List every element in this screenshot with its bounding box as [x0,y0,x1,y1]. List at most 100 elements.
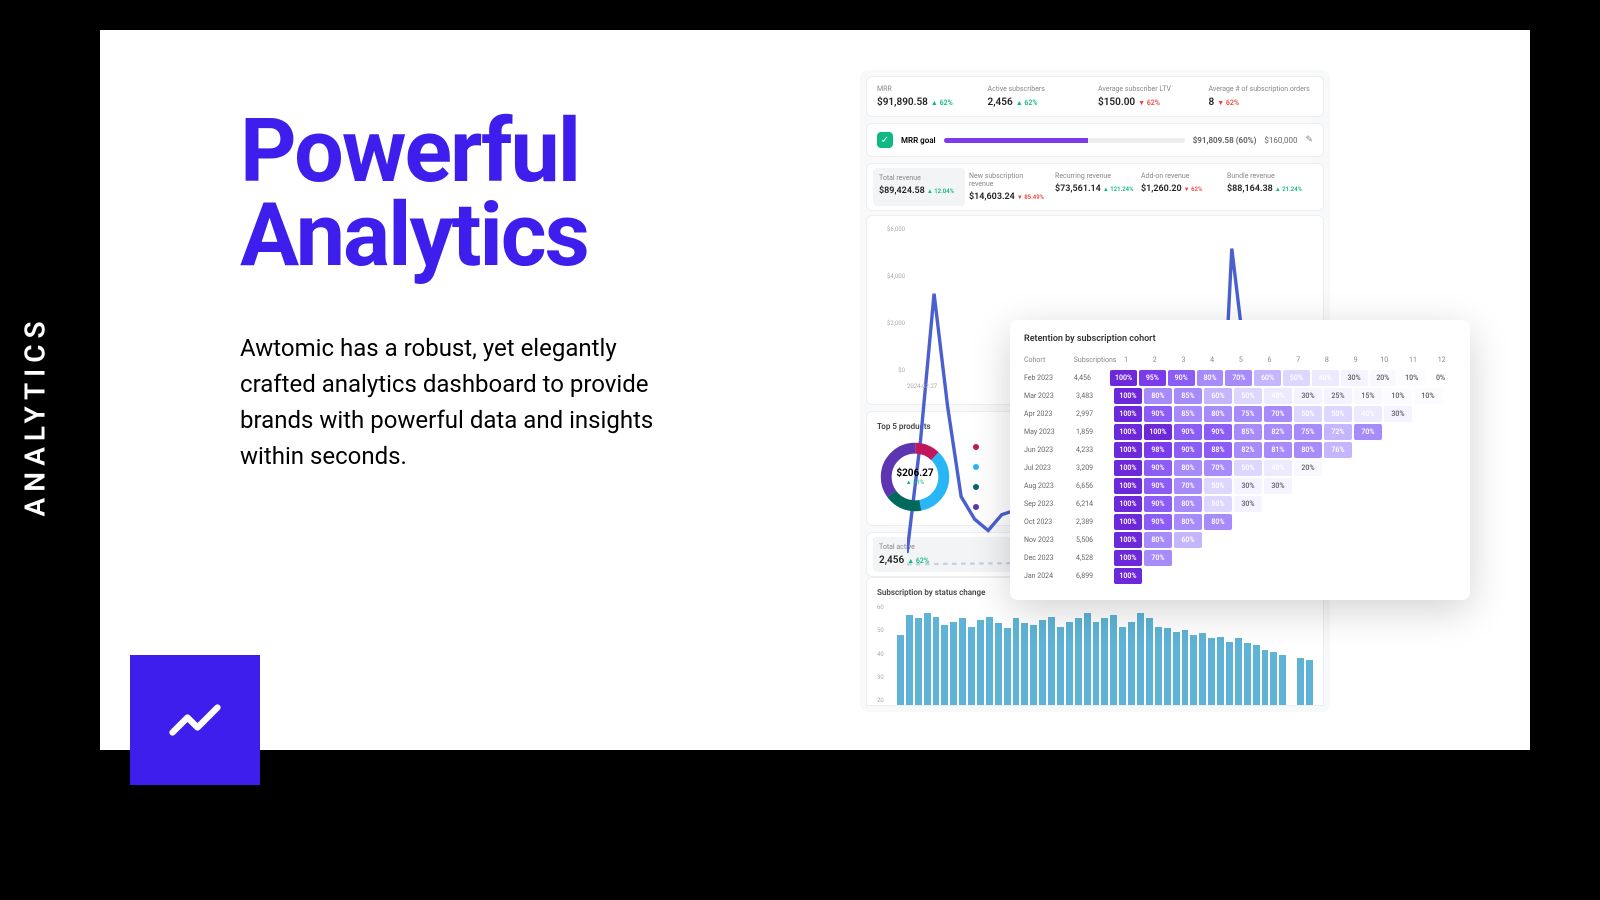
cohort-cell: 90% [1168,370,1195,386]
edit-icon[interactable]: ✎ [1305,135,1313,145]
bar [1030,625,1037,705]
kpi-card: Average subscriber LTV$150.00▼ 62% [1098,85,1203,108]
cohort-cell: 15% [1354,388,1382,404]
cohort-cell: 100% [1114,550,1142,566]
bar [1279,655,1286,705]
cohort-cell: 30% [1234,496,1262,512]
mrr-goal-label: MRR goal [901,136,936,145]
cohort-cell: 20% [1294,460,1322,476]
cohort-row: Jun 20234,233100%98%90%88%82%81%80%76% [1024,442,1456,458]
bar [986,617,993,705]
kpi-card: Active subscribers2,456▲ 62% [988,85,1093,108]
cohort-cell: 100% [1114,424,1142,440]
cohort-cell: 90% [1144,478,1172,494]
bar [1084,613,1091,705]
cohort-cell: 95% [1139,370,1166,386]
cohort-rows: Feb 20234,456100%95%90%80%70%60%50%40%30… [1024,370,1456,584]
bar [950,622,957,705]
cohort-cell: 30% [1384,406,1412,422]
cohort-cell: 0% [1427,370,1454,386]
cohort-cell: 70% [1225,370,1252,386]
bar [1297,658,1304,705]
cohort-cell: 30% [1341,370,1368,386]
cohort-cell: 40% [1354,406,1382,422]
analytics-icon [165,690,225,750]
cohort-title: Retention by subscription cohort [1024,334,1456,344]
bar [915,618,922,705]
cohort-cell: 100% [1114,460,1142,476]
bar [995,623,1002,705]
cohort-cell: 76% [1324,442,1352,458]
bar [1137,613,1144,705]
cohort-cell: 80% [1197,370,1224,386]
mrr-goal-icon: ✓ [877,132,893,148]
cohort-cell: 75% [1234,406,1262,422]
cohort-cell: 90% [1144,496,1172,512]
cohort-row: Jan 20246,899100% [1024,568,1456,584]
cohort-cell: 50% [1324,406,1352,422]
bar [941,625,948,705]
cohort-cell: 20% [1370,370,1397,386]
revenue-card[interactable]: Recurring revenue$73,561.14▲ 121.24% [1055,172,1141,202]
body-copy: Awtomic has a robust, yet elegantly craf… [240,330,660,474]
revenue-card[interactable]: Bundle revenue$88,164.38▲ 21.24% [1227,172,1313,202]
mrr-goal-bar: ✓ MRR goal $91,809.58 (60%) $160,000 ✎ [866,123,1324,157]
cohort-cell: 70% [1174,478,1202,494]
cohort-cell: 30% [1294,388,1322,404]
cohort-cell: 100% [1114,514,1142,530]
revenue-card[interactable]: Total revenue$89,424.58▲ 12.04% [873,168,965,206]
bar [924,613,931,705]
mrr-target-text: $160,000 [1264,136,1297,145]
cohort-cell: 50% [1234,388,1262,404]
cohort-cell: 30% [1264,478,1292,494]
mrr-current-text: $91,809.58 (60%) [1193,136,1257,145]
cohort-cell: 10% [1384,388,1412,404]
cohort-header: CohortSubscriptions123456789101112 [1024,356,1456,364]
cohort-cell: 25% [1324,388,1352,404]
cohort-cell: 50% [1204,496,1232,512]
cohort-cell: 100% [1114,442,1142,458]
bar [1199,633,1206,705]
cohort-cell: 70% [1264,406,1292,422]
kpi-row: MRR$91,890.58▲ 62%Active subscribers2,45… [866,76,1324,117]
bar [1244,643,1251,705]
bar [1182,630,1189,705]
revenue-cards: Total revenue$89,424.58▲ 12.04%New subsc… [866,163,1324,211]
bar [1066,622,1073,705]
cohort-cell: 100% [1114,388,1142,404]
bar [1208,638,1215,705]
bar [1075,618,1082,705]
cohort-row: Nov 20235,506100%80%60% [1024,532,1456,548]
cohort-cell: 40% [1264,460,1292,476]
revenue-card[interactable]: New subscription revenue$14,603.24▼ 85.4… [969,172,1055,202]
bar [1048,617,1055,705]
cohort-row: Aug 20236,656100%90%70%50%30%30% [1024,478,1456,494]
donut-center-delta: ▲ 81% [896,479,933,486]
donut-chart: $206.27 ▲ 81% [877,439,953,515]
cohort-cell: 60% [1254,370,1281,386]
cohort-cell: 100% [1114,532,1142,548]
cohort-cell: 90% [1174,424,1202,440]
revenue-card[interactable]: Add-on revenue$1,260.20▼ 62% [1141,172,1227,202]
bar [1004,628,1011,705]
bar [1093,622,1100,705]
content-canvas: PowerfulAnalytics Awtomic has a robust, … [100,30,1530,750]
bar [968,627,975,705]
donut-center-value: $206.27 [896,468,933,479]
cohort-row: Oct 20232,389100%90%80%80% [1024,514,1456,530]
bar [1226,642,1233,705]
cohort-cell: 100% [1114,496,1142,512]
cohort-cell: 50% [1204,478,1232,494]
cohort-cell: 75% [1294,424,1322,440]
cohort-cell: 50% [1283,370,1310,386]
cohort-cell: 50% [1294,406,1322,422]
cohort-cell: 90% [1204,424,1232,440]
bar [897,635,904,705]
cohort-row: Apr 20232,997100%90%85%80%75%70%50%50%40… [1024,406,1456,422]
bar-chart [877,605,1313,705]
bar [1253,645,1260,705]
cohort-cell: 100% [1114,568,1142,584]
cohort-cell: 70% [1354,424,1382,440]
cohort-retention-panel: Retention by subscription cohort CohortS… [1010,320,1470,600]
cohort-cell: 60% [1204,388,1232,404]
